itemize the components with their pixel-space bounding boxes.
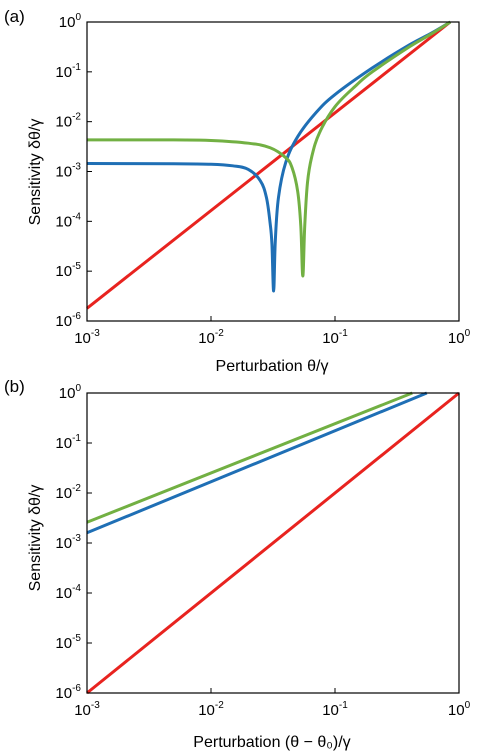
panel-b-xtick-label: 100 bbox=[448, 700, 471, 719]
panel-a-ytick-label: 10-3 bbox=[55, 162, 81, 181]
panel-a-ticks: 10-3 10-2 10-1 100 10-6 10-5 10-4 10-3 10-2 10-1 1… bbox=[55, 12, 470, 347]
panel-b-xtick-label: 10-3 bbox=[74, 700, 100, 719]
panel-a-blue-curve bbox=[86, 20, 452, 293]
panel-a-ylabel: Sensitivity δθ/γ bbox=[27, 119, 44, 226]
panel-a-ytick-label: 10-6 bbox=[55, 311, 81, 330]
panel-a-ytick-label: 10-4 bbox=[55, 211, 81, 230]
panel-a: (a) Sensitivity δθ/γ Perturbation θ/γ 10… bbox=[4, 7, 471, 375]
panel-a-xtick-label: 10-3 bbox=[74, 328, 100, 347]
panel-a-xtick-label: 10-1 bbox=[322, 328, 348, 347]
panel-b-ytick-label: 10-3 bbox=[55, 533, 81, 552]
panel-b-ylabel: Sensitivity δθ/γ bbox=[27, 485, 44, 592]
panel-b-label: (b) bbox=[4, 377, 25, 396]
panel-a-ytick-label: 100 bbox=[59, 12, 82, 31]
panel-a-label: (a) bbox=[4, 7, 25, 26]
panel-b-red-curve bbox=[86, 391, 460, 695]
panel-b-curves bbox=[86, 391, 460, 695]
panel-b-ytick-label: 10-1 bbox=[55, 433, 81, 452]
panel-b-xtick-label: 10-1 bbox=[322, 700, 348, 719]
panel-b-xlabel: Perturbation (θ − θ₀)/γ bbox=[193, 734, 350, 751]
panel-a-curves bbox=[86, 20, 452, 310]
panel-b-frame bbox=[86, 392, 460, 694]
panel-a-xtick-label: 100 bbox=[448, 328, 471, 347]
panel-a-frame bbox=[86, 21, 460, 322]
panel-b-green-curve bbox=[86, 391, 413, 524]
panel-a-ytick-label: 10-2 bbox=[55, 112, 81, 131]
panel-b-blue-curve bbox=[86, 391, 428, 535]
panel-a-ytick-label: 10-1 bbox=[55, 62, 81, 81]
panel-b-ytick-label: 10-2 bbox=[55, 483, 81, 502]
panel-a-xtick-label: 10-2 bbox=[198, 328, 224, 347]
panel-a-red-curve bbox=[86, 20, 452, 310]
panel-b-xtick-label: 10-2 bbox=[198, 700, 224, 719]
panel-b-ytick-label: 10-6 bbox=[55, 683, 81, 702]
panel-a-ytick-label: 10-5 bbox=[55, 261, 81, 280]
panel-b-ytick-label: 100 bbox=[59, 383, 82, 402]
panel-b-ytick-label: 10-5 bbox=[55, 633, 81, 652]
panel-b-ticks: 10-3 10-2 10-1 100 10-6 10-5 10-4 10-3 10-2 10-1 1… bbox=[55, 383, 470, 719]
panel-b: (b) Sensitivity δθ/γ Perturbation (θ − θ… bbox=[4, 377, 471, 751]
panel-a-xlabel: Perturbation θ/γ bbox=[216, 358, 329, 375]
panel-a-green-curve bbox=[86, 20, 452, 278]
panel-b-ytick-label: 10-4 bbox=[55, 583, 81, 602]
